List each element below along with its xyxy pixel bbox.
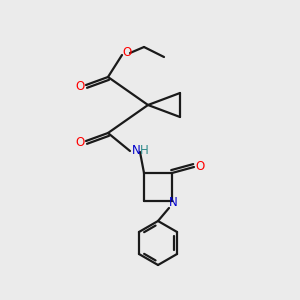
Text: O: O [75,136,85,148]
Text: O: O [122,46,132,59]
Text: O: O [75,80,85,92]
Text: N: N [132,143,140,157]
Text: N: N [169,196,177,208]
Text: O: O [195,160,205,173]
Text: H: H [140,143,148,157]
